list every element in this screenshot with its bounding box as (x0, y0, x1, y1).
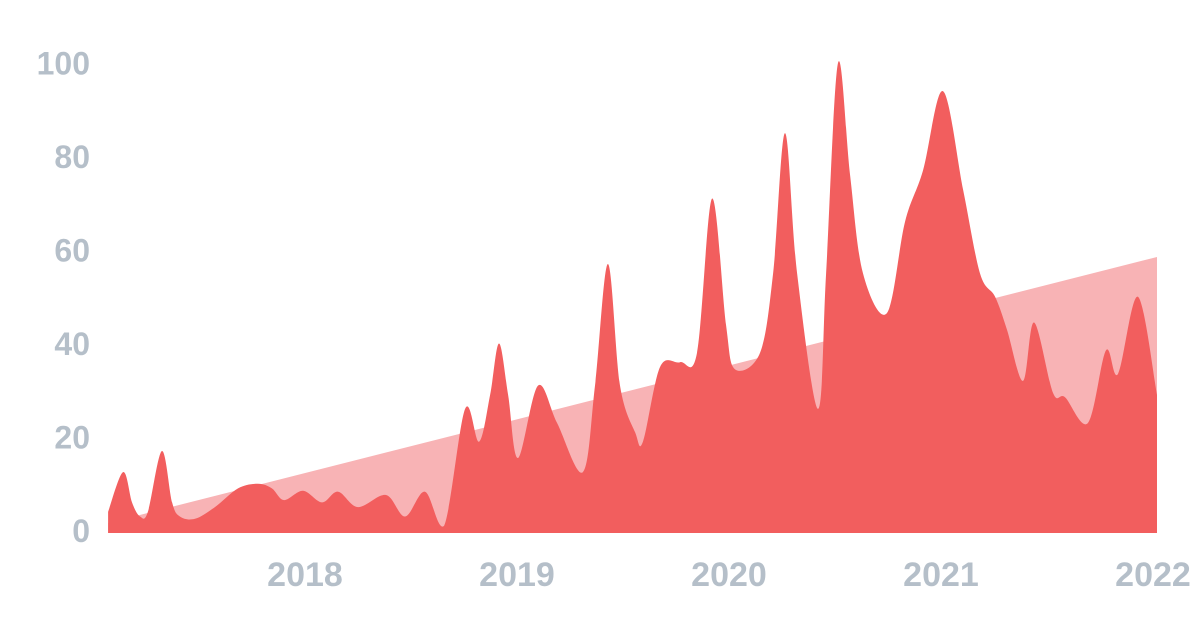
x-axis-tick-label-2020: 2020 (691, 556, 767, 594)
y-axis-tick-label-20: 20 (54, 420, 90, 456)
plot-area (108, 61, 1158, 533)
x-axis-tick-label-2018: 2018 (267, 556, 343, 594)
y-axis-tick-label-100: 100 (37, 46, 90, 82)
y-axis: 0 20 40 60 80 100 (37, 46, 90, 550)
x-axis-tick-label-2022: 2022 (1115, 556, 1191, 594)
y-axis-tick-label-60: 60 (54, 233, 90, 269)
x-axis-tick-label-2021: 2021 (903, 556, 979, 594)
interest-area (108, 61, 1158, 533)
x-axis-tick-label-2019: 2019 (479, 556, 555, 594)
y-axis-tick-label-40: 40 (54, 326, 90, 362)
y-axis-tick-label-80: 80 (54, 139, 90, 175)
x-axis: 2018 2019 2020 2021 2022 (267, 556, 1191, 594)
y-axis-tick-label-0: 0 (72, 513, 90, 549)
